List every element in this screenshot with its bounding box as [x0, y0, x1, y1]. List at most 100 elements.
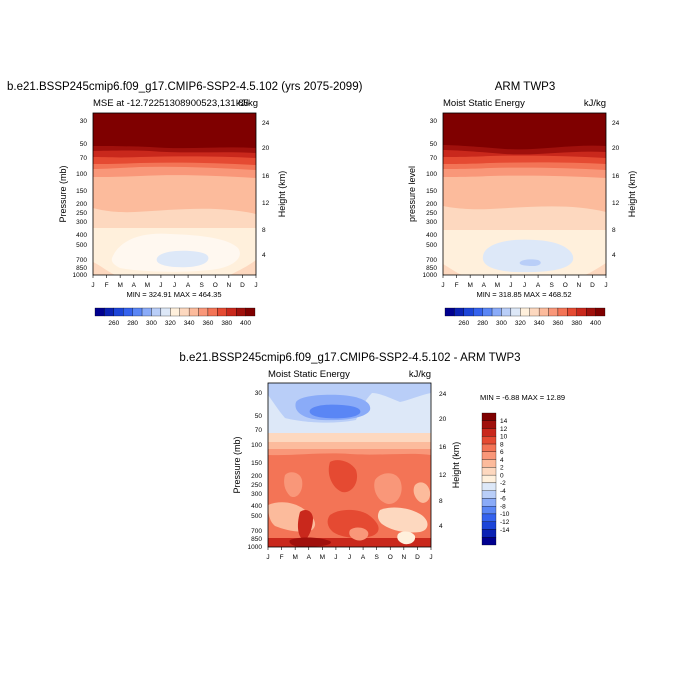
- colorbar-swatch: [529, 307, 540, 317]
- panel3-y2tick: 20: [439, 416, 447, 423]
- colorbar-label: 340: [534, 320, 545, 327]
- panel2-y2tick: 8: [612, 227, 616, 234]
- panel1-ytick: 300: [76, 219, 87, 226]
- colorbar-label: 280: [127, 320, 138, 327]
- colorbar-swatch: [454, 307, 464, 317]
- colorbar-label: 320: [165, 320, 176, 327]
- colorbar-label: 14: [500, 418, 508, 425]
- panel1-y2tick: 4: [262, 252, 266, 259]
- colorbar-swatch: [481, 428, 497, 437]
- colorbar-swatch: [481, 506, 497, 515]
- panel2-ytick: 150: [426, 188, 437, 195]
- colorbar-swatch: [481, 474, 497, 484]
- panel1-units: kJ/kg: [236, 98, 258, 109]
- colorbar-swatch: [576, 307, 587, 317]
- x-tick-label: S: [199, 282, 204, 289]
- panel3-contour-field: [268, 383, 431, 547]
- panel2-ytick: 70: [430, 155, 438, 162]
- panel3-minmax: MIN = -6.88 MAX = 12.89: [480, 393, 565, 402]
- panel3-ytick: 70: [255, 427, 263, 434]
- panel3-ytick: 150: [251, 460, 262, 467]
- colorbar-swatch: [160, 307, 171, 317]
- colorbar-swatch: [481, 529, 497, 538]
- colorbar-label: 4: [500, 457, 504, 464]
- x-tick-label: N: [576, 282, 581, 289]
- colorbar-swatch: [481, 459, 497, 468]
- panel2-ytick: 400: [426, 232, 437, 239]
- colorbar-swatch: [481, 482, 497, 491]
- colorbar-label: 360: [203, 320, 214, 327]
- colorbar-swatch: [179, 307, 190, 317]
- panel2-ytick: 30: [430, 118, 438, 125]
- colorbar-swatch: [481, 451, 497, 460]
- colorbar-swatch: [567, 307, 577, 317]
- panel3-ytick: 200: [251, 473, 262, 480]
- colorbar-swatch: [141, 307, 152, 317]
- panel1-ytick: 150: [76, 188, 87, 195]
- x-tick-label: J: [604, 282, 607, 289]
- panel2-y2tick: 16: [612, 173, 620, 180]
- x-tick-label: J: [429, 554, 432, 561]
- panel2-contour-field: [443, 113, 606, 275]
- colorbar-swatch: [123, 307, 133, 317]
- colorbar-swatch: [481, 490, 497, 499]
- panel2-ytick: 200: [426, 201, 437, 208]
- panel1-ytick: 500: [76, 242, 87, 249]
- panel3-ytick: 30: [255, 390, 263, 397]
- x-tick-label: N: [226, 282, 231, 289]
- panel3-ylabel: Pressure (mb): [232, 436, 242, 493]
- panel1-ytick: 250: [76, 210, 87, 217]
- x-tick-label: A: [361, 554, 366, 561]
- panel1-y2tick: 20: [262, 145, 270, 152]
- x-tick-label: D: [590, 282, 595, 289]
- x-tick-label: D: [240, 282, 245, 289]
- panel1-ytick: 1000: [73, 272, 88, 279]
- x-tick-label: M: [467, 282, 472, 289]
- colorbar-swatch: [548, 307, 559, 317]
- colorbar-swatch: [104, 307, 114, 317]
- panel3-ytick: 1000: [248, 544, 263, 551]
- colorbar-label: -2: [500, 480, 506, 487]
- colorbar-swatch: [217, 307, 227, 317]
- x-tick-label: F: [280, 554, 284, 561]
- colorbar-swatch: [245, 307, 256, 317]
- panel3-ytick: 500: [251, 513, 262, 520]
- x-tick-label: J: [441, 282, 444, 289]
- colorbar-swatch: [482, 307, 493, 317]
- panel3-y2tick: 8: [439, 498, 443, 505]
- x-tick-label: F: [455, 282, 459, 289]
- panel2-ylabel: pressure level: [407, 166, 417, 222]
- colorbar-swatch: [595, 307, 606, 317]
- x-tick-label: J: [266, 554, 269, 561]
- colorbar-swatch: [113, 307, 124, 317]
- colorbar-swatch: [151, 307, 162, 317]
- panel1-ytick: 400: [76, 232, 87, 239]
- colorbar-swatch: [188, 307, 199, 317]
- panel2-y2tick: 24: [612, 120, 620, 127]
- panel1-y2tick: 24: [262, 120, 270, 127]
- x-tick-label: A: [536, 282, 541, 289]
- panel1-y2tick: 12: [262, 200, 270, 207]
- colorbar-label: 380: [571, 320, 582, 327]
- colorbar-swatch: [481, 412, 497, 421]
- panel2-ytick: 700: [426, 257, 437, 264]
- panel3-units: kJ/kg: [409, 369, 431, 380]
- colorbar-label: 10: [500, 434, 508, 441]
- x-tick-label: F: [105, 282, 109, 289]
- x-tick-label: J: [509, 282, 512, 289]
- colorbar-label: 260: [108, 320, 119, 327]
- panel1-ytick: 70: [80, 155, 88, 162]
- x-tick-label: O: [213, 282, 218, 289]
- panel3-y2-ticks: 24 20 16 12 8 4: [439, 391, 447, 530]
- colorbar-swatch: [226, 307, 237, 317]
- panel2-y2tick: 12: [612, 200, 620, 207]
- colorbar-swatch: [463, 307, 474, 317]
- panel2-ytick: 50: [430, 141, 438, 148]
- x-tick-label: J: [91, 282, 94, 289]
- panel2-ytick: 300: [426, 219, 437, 226]
- panel3-y2label: Height (km): [451, 442, 461, 489]
- x-tick-label: J: [523, 282, 526, 289]
